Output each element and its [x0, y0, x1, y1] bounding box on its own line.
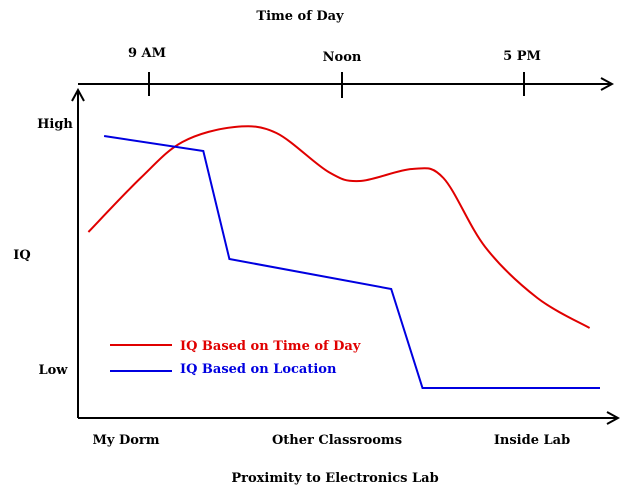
- legend: IQ Based on Time of Day IQ Based on Loca…: [110, 339, 361, 377]
- top-tick-label-5pm: 5 PM: [503, 49, 541, 64]
- y-axis-title: IQ: [13, 248, 30, 263]
- legend-label-location: IQ Based on Location: [180, 362, 337, 377]
- top-axis-title: Time of Day: [256, 9, 344, 24]
- bottom-tick-label-lab: Inside Lab: [494, 433, 570, 448]
- series-line-location: [103, 135, 600, 389]
- y-tick-label-high: High: [37, 117, 73, 132]
- top-tick-label-noon: Noon: [323, 50, 362, 65]
- y-tick-label-low: Low: [38, 363, 68, 378]
- bottom-axis-title: Proximity to Electronics Lab: [231, 471, 438, 486]
- legend-label-time-of-day: IQ Based on Time of Day: [180, 339, 361, 354]
- bottom-tick-label-dorm: My Dorm: [92, 433, 159, 448]
- series-line-time-of-day: [87, 125, 591, 329]
- bottom-tick-label-classrooms: Other Classrooms: [272, 433, 402, 448]
- top-tick-label-9am: 9 AM: [128, 46, 166, 61]
